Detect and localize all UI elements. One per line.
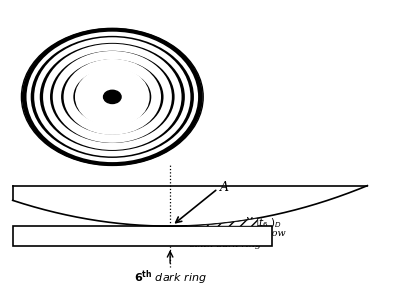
Bar <box>13 226 272 246</box>
Circle shape <box>22 28 203 165</box>
Text: Thin film just below
sixth dark ring: Thin film just below sixth dark ring <box>190 229 286 249</box>
Text: $\mathbf{6^{th}}$ $\mathit{dark\ ring}$: $\mathbf{6^{th}}$ $\mathit{dark\ ring}$ <box>134 269 206 288</box>
Circle shape <box>104 90 121 104</box>
Text: A: A <box>220 181 229 194</box>
Text: $(t_6\ )_D$: $(t_6\ )_D$ <box>254 216 282 230</box>
